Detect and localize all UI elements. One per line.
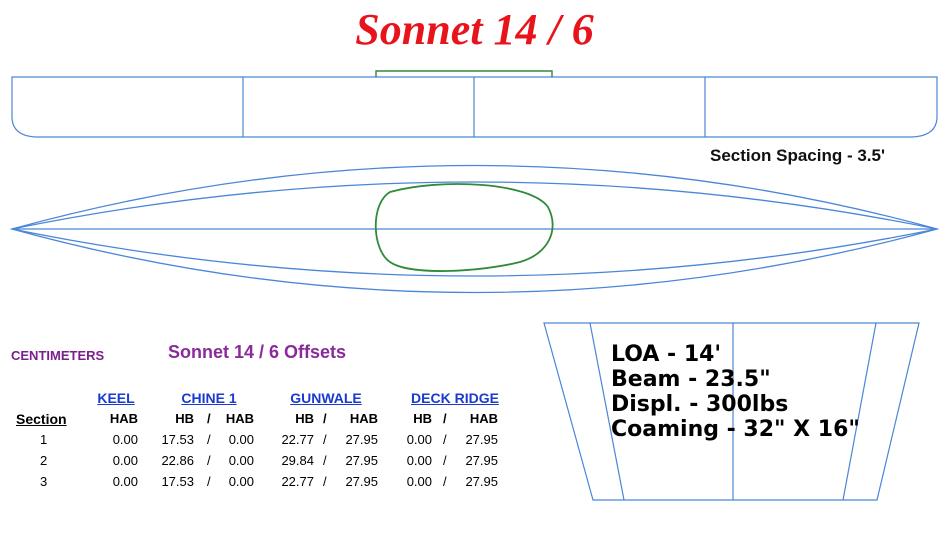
- table-cell: 0.00: [112, 453, 138, 468]
- table-cell: /: [443, 432, 447, 447]
- table-cell: /: [323, 474, 327, 489]
- sub-header: HB: [175, 411, 194, 426]
- offsets-title: Sonnet 14 / 6 Offsets: [168, 342, 347, 362]
- spec-beam: Beam - 23.5": [611, 367, 771, 392]
- table-cell: /: [443, 453, 447, 468]
- table-cell: /: [207, 474, 211, 489]
- plan-view-drawing: [9, 164, 940, 294]
- table-cell: 0.00: [406, 432, 432, 447]
- sub-header: /: [207, 411, 211, 426]
- cross-section-drawing: [543, 322, 920, 501]
- group-header-chine: CHINE 1: [181, 390, 237, 406]
- row-section-number: 1: [40, 432, 48, 447]
- table-cell: 22.77: [281, 474, 314, 489]
- table-cell: /: [207, 453, 211, 468]
- table-cell: /: [207, 432, 211, 447]
- table-cell: 0.00: [228, 432, 254, 447]
- sub-header: HAB: [349, 411, 378, 426]
- section-spacing-label: Section Spacing - 3.5': [710, 146, 886, 165]
- spec-displacement: Displ. - 300lbs: [611, 392, 789, 417]
- group-header-deck-ridge: DECK RIDGE: [411, 390, 499, 406]
- sub-header: HAB: [109, 411, 138, 426]
- table-cell: /: [443, 474, 447, 489]
- table-cell: 22.77: [281, 432, 314, 447]
- table-cell: 0.00: [228, 474, 254, 489]
- sub-header: HAB: [225, 411, 254, 426]
- row-section-number: 2: [40, 453, 48, 468]
- section-column-header: Section: [16, 411, 67, 427]
- page-title: Sonnet 14 / 6: [355, 5, 594, 54]
- table-cell: 0.00: [112, 432, 138, 447]
- sub-header: HB: [413, 411, 432, 426]
- table-cell: /: [323, 432, 327, 447]
- sub-header: /: [443, 411, 447, 426]
- table-cell: 0.00: [406, 453, 432, 468]
- table-cell: 22.86: [161, 453, 194, 468]
- group-header-gunwale: GUNWALE: [290, 390, 362, 406]
- table-cell: 27.95: [345, 432, 378, 447]
- sub-header: /: [323, 411, 327, 426]
- spec-coaming: Coaming - 32" X 16": [611, 417, 860, 442]
- table-cell: 0.00: [228, 453, 254, 468]
- table-cell: /: [323, 453, 327, 468]
- table-cell: 17.53: [161, 432, 194, 447]
- side-profile-drawing: [11, 70, 938, 138]
- specs-block: LOA - 14' Beam - 23.5" Displ. - 300lbs C…: [611, 342, 860, 442]
- sub-header: HAB: [469, 411, 498, 426]
- sub-header: HB: [295, 411, 314, 426]
- group-header-keel: KEEL: [97, 390, 135, 406]
- table-cell: 27.95: [465, 474, 498, 489]
- table-cell: 0.00: [406, 474, 432, 489]
- table-cell: 0.00: [112, 474, 138, 489]
- spec-loa: LOA - 14': [611, 342, 722, 367]
- table-cell: 27.95: [465, 432, 498, 447]
- row-section-number: 3: [40, 474, 48, 489]
- units-label: CENTIMETERS: [11, 348, 105, 363]
- table-cell: 17.53: [161, 474, 194, 489]
- table-cell: 29.84: [281, 453, 314, 468]
- table-cell: 27.95: [345, 474, 378, 489]
- table-cell: 27.95: [465, 453, 498, 468]
- table-cell: 27.95: [345, 453, 378, 468]
